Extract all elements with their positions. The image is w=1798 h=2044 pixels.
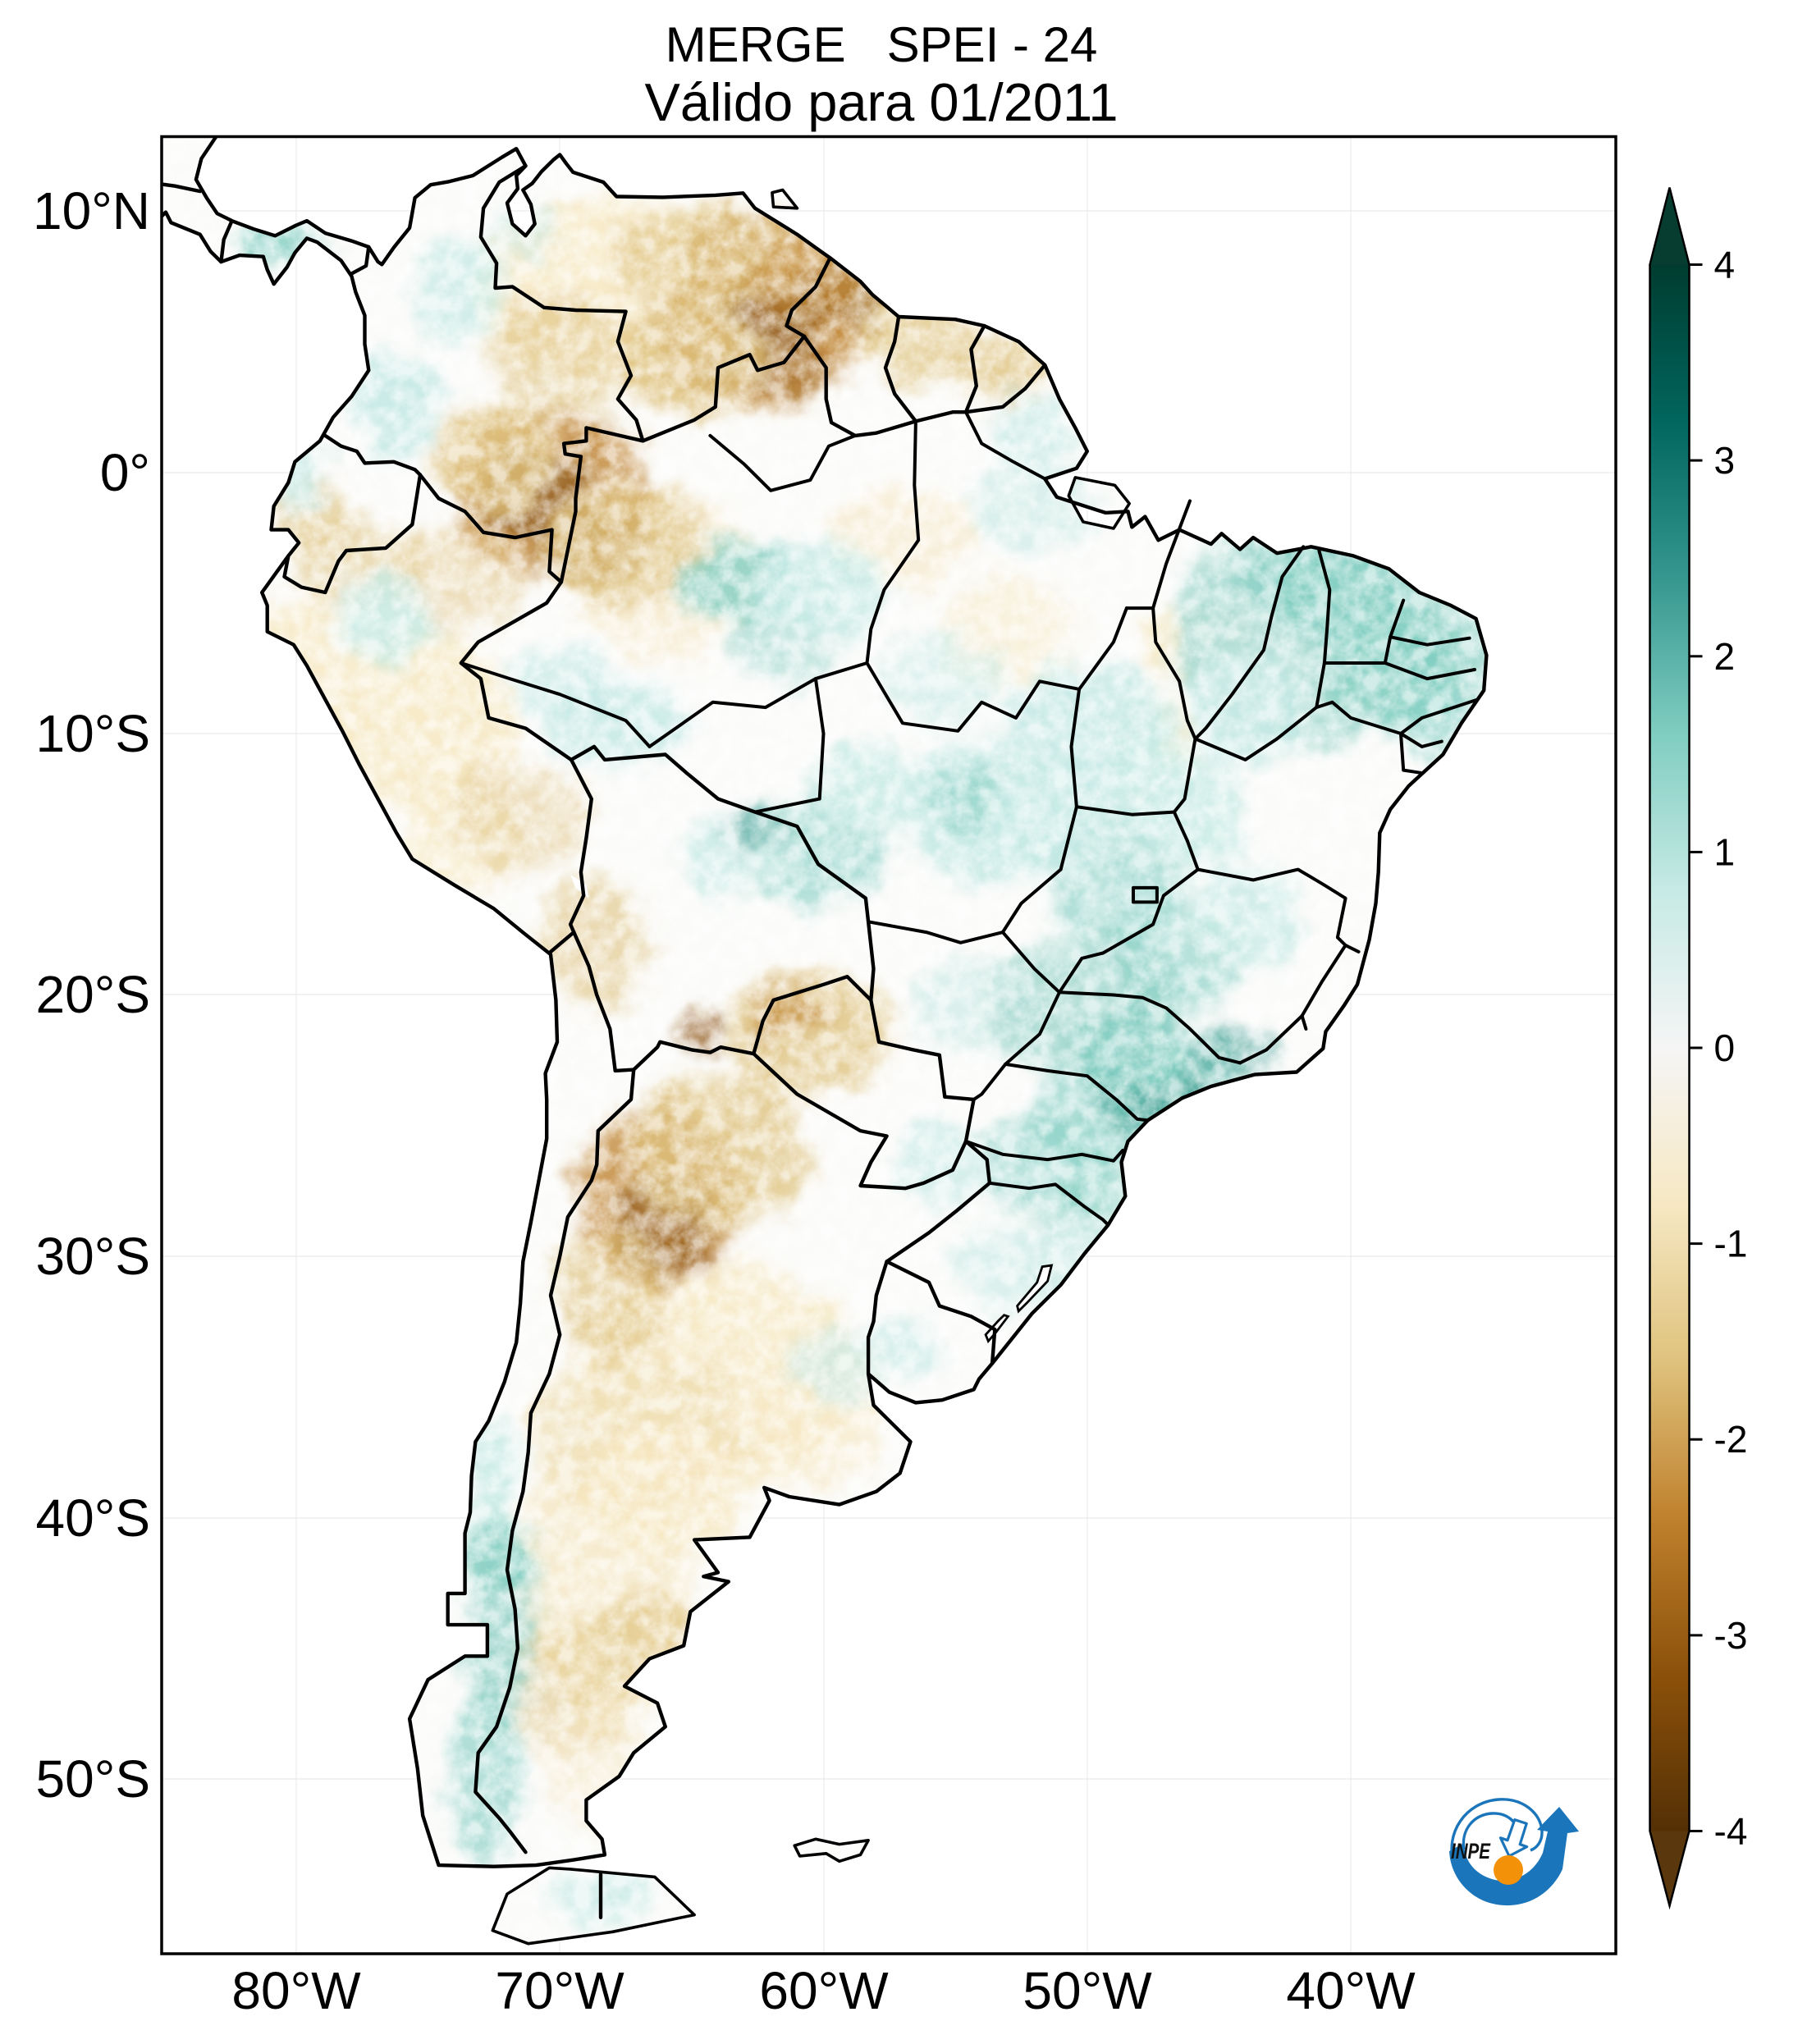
svg-text:-3: -3 (1714, 1614, 1748, 1657)
svg-text:-1: -1 (1714, 1223, 1748, 1265)
svg-text:MERGE SPEI - 24: MERGE SPEI - 24 (666, 17, 1098, 72)
svg-text:70°W: 70°W (495, 1961, 624, 2020)
svg-text:80°W: 80°W (231, 1961, 361, 2020)
svg-text:1: 1 (1714, 830, 1736, 873)
svg-text:10°N: 10°N (33, 181, 150, 240)
svg-text:4: 4 (1714, 244, 1736, 286)
svg-text:0°: 0° (100, 443, 150, 502)
svg-text:3: 3 (1714, 439, 1736, 482)
svg-text:0: 0 (1714, 1027, 1736, 1069)
svg-text:INPE: INPE (1451, 1839, 1491, 1863)
svg-text:50°W: 50°W (1023, 1961, 1152, 2020)
svg-text:-4: -4 (1714, 1810, 1748, 1853)
svg-text:2: 2 (1714, 635, 1736, 678)
svg-text:-2: -2 (1714, 1418, 1748, 1461)
svg-text:50°S: 50°S (36, 1749, 150, 1809)
svg-text:30°S: 30°S (36, 1227, 150, 1286)
svg-text:40°S: 40°S (36, 1488, 150, 1548)
svg-text:60°W: 60°W (759, 1961, 889, 2020)
svg-text:40°W: 40°W (1286, 1961, 1416, 2020)
svg-text:20°S: 20°S (36, 965, 150, 1024)
svg-text:10°S: 10°S (36, 704, 150, 763)
svg-text:Válido para 01/2011: Válido para 01/2011 (644, 72, 1118, 132)
